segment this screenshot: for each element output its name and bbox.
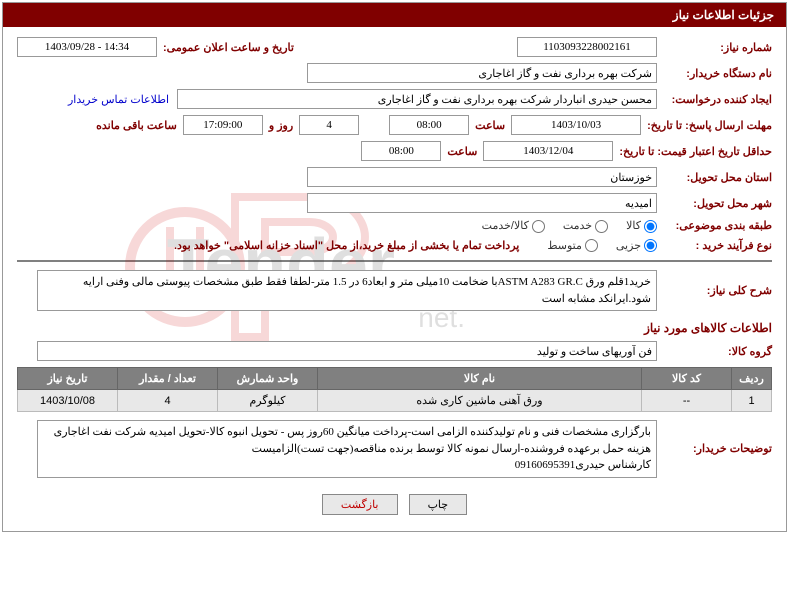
th-date: تاریخ نیاز (18, 368, 118, 390)
th-qty: تعداد / مقدار (118, 368, 218, 390)
days-and-label: روز و (263, 119, 299, 132)
contact-link[interactable]: اطلاعات تماس خریدار (68, 93, 177, 106)
cat-goods-option[interactable]: کالا (626, 219, 657, 233)
category-radios: کالا خدمت کالا/خدمت (464, 219, 657, 233)
buyer-notes-label: توضیحات خریدار: (657, 442, 772, 455)
th-unit: واحد شمارش (218, 368, 318, 390)
td-unit: کیلوگرم (218, 390, 318, 412)
announce-label: تاریخ و ساعت اعلان عمومی: (157, 41, 300, 54)
proc-medium-option[interactable]: متوسط (547, 239, 598, 253)
price-valid-label: حداقل تاریخ اعتبار قیمت: تا تاریخ: (613, 145, 772, 158)
proc-medium-radio[interactable] (585, 239, 598, 252)
desc-title-text (37, 270, 657, 311)
days-value (299, 115, 359, 135)
proc-small-radio[interactable] (644, 239, 657, 252)
need-no-value (517, 37, 657, 57)
payment-note: پرداخت تمام یا بخشی از مبلغ خرید،از محل … (174, 239, 529, 252)
group-value (37, 341, 657, 361)
buyer-notes-text (37, 420, 657, 478)
td-date: 1403/10/08 (18, 390, 118, 412)
hour-label-2: ساعت (441, 145, 483, 158)
td-row: 1 (732, 390, 772, 412)
buyer-org-label: نام دستگاه خریدار: (657, 67, 772, 80)
cat-service-option[interactable]: خدمت (563, 219, 608, 233)
remaining-hour (183, 115, 263, 135)
separator-1 (17, 260, 772, 262)
items-table: ردیف کد کالا نام کالا واحد شمارش تعداد /… (17, 367, 772, 412)
province-value (307, 167, 657, 187)
button-bar: چاپ بازگشت (17, 484, 772, 521)
city-value (307, 193, 657, 213)
price-valid-hour (361, 141, 441, 161)
group-label: گروه کالا: (657, 345, 772, 358)
td-name: ورق آهنی ماشین کاری شده (318, 390, 642, 412)
th-code: کد کالا (642, 368, 732, 390)
province-label: استان محل تحویل: (657, 171, 772, 184)
panel-content: Tender .net شماره نیاز: تاریخ و ساعت اعل… (3, 27, 786, 531)
requester-label: ایجاد کننده درخواست: (657, 93, 772, 106)
process-radios: جزیی متوسط (529, 239, 657, 253)
print-button[interactable]: چاپ (409, 494, 468, 515)
table-row: 1 -- ورق آهنی ماشین کاری شده کیلوگرم 4 1… (18, 390, 772, 412)
city-label: شهر محل تحویل: (657, 197, 772, 210)
reply-date (511, 115, 641, 135)
hour-label-1: ساعت (469, 119, 511, 132)
info-section-title: اطلاعات کالاهای مورد نیاز (17, 321, 772, 335)
proc-small-option[interactable]: جزیی (616, 239, 657, 253)
cat-both-radio[interactable] (532, 220, 545, 233)
cat-both-option[interactable]: کالا/خدمت (482, 219, 545, 233)
td-qty: 4 (118, 390, 218, 412)
th-name: نام کالا (318, 368, 642, 390)
desc-title-label: شرح کلی نیاز: (657, 284, 772, 297)
buyer-org-value (307, 63, 657, 83)
need-no-label: شماره نیاز: (657, 41, 772, 54)
price-valid-date (483, 141, 613, 161)
process-label: نوع فرآیند خرید : (657, 239, 772, 252)
requester-value (177, 89, 657, 109)
th-row: ردیف (732, 368, 772, 390)
main-panel: جزئیات اطلاعات نیاز Tender .net شماره نی… (2, 2, 787, 532)
cat-service-radio[interactable] (595, 220, 608, 233)
reply-deadline-label: مهلت ارسال پاسخ: تا تاریخ: (641, 119, 772, 132)
remain-label: ساعت باقی مانده (90, 119, 183, 132)
cat-goods-radio[interactable] (644, 220, 657, 233)
back-button[interactable]: بازگشت (322, 494, 398, 515)
announce-value (17, 37, 157, 57)
td-code: -- (642, 390, 732, 412)
category-label: طبقه بندی موضوعی: (657, 219, 772, 232)
reply-hour (389, 115, 469, 135)
panel-header: جزئیات اطلاعات نیاز (3, 3, 786, 27)
panel-title: جزئیات اطلاعات نیاز (673, 8, 774, 22)
